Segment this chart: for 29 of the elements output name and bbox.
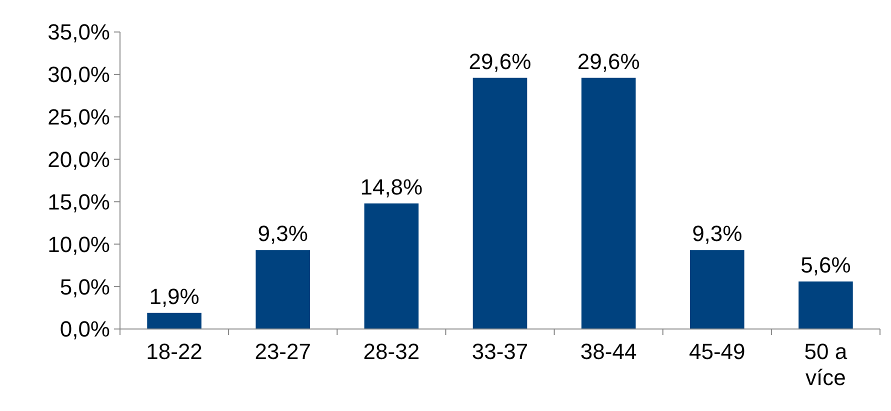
bar (581, 78, 636, 329)
data-label: 5,6% (800, 252, 851, 278)
x-tick-label: 33-37 (472, 339, 528, 364)
x-tick-label: 38-44 (580, 339, 637, 364)
data-label: 9,3% (258, 221, 308, 246)
x-tick-label: 50 a více (804, 339, 848, 390)
bar (472, 78, 528, 329)
data-label: 14,8% (360, 174, 423, 200)
y-tick-label: 30,0% (48, 62, 110, 88)
y-tick-label: 5,0% (60, 274, 110, 300)
y-tick-label: 15,0% (48, 189, 110, 214)
y-tick-label: 0,0% (60, 316, 110, 342)
data-label: 29,6% (577, 48, 640, 74)
y-tick-label: 35,0% (48, 20, 110, 45)
x-tick-label: 23-27 (254, 339, 311, 364)
y-tick-label: 10,0% (48, 232, 110, 257)
data-label: 9,3% (692, 221, 742, 246)
x-tick-label: 45-49 (689, 339, 746, 364)
data-label: 29,6% (468, 48, 532, 74)
x-tick-label: 18-22 (146, 339, 202, 364)
bar (147, 312, 202, 329)
data-label: 1,9% (149, 284, 200, 309)
bar (256, 250, 310, 329)
bar (690, 250, 744, 329)
y-tick-label: 25,0% (48, 104, 110, 130)
bar (364, 203, 419, 329)
x-tick-label: 28-32 (363, 339, 420, 364)
y-tick-label: 20,0% (48, 146, 110, 172)
bar (798, 281, 853, 329)
